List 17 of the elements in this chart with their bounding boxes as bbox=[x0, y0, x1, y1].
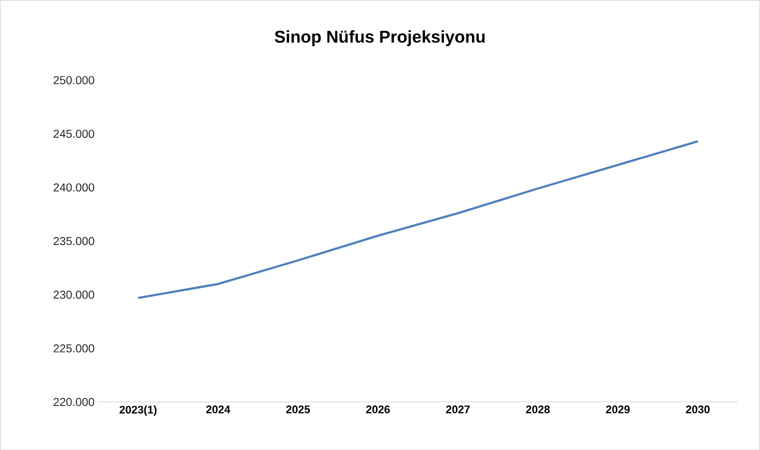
y-tick-label: 240.000 bbox=[54, 183, 94, 192]
y-tick-label: 220.000 bbox=[54, 398, 94, 406]
x-tick-label: 2027 bbox=[446, 405, 470, 414]
y-tick-label: 250.000 bbox=[54, 76, 94, 84]
x-tick-label: 2030 bbox=[686, 405, 710, 414]
x-tick-label: 2029 bbox=[606, 405, 630, 414]
x-tick-label: 2024 bbox=[206, 405, 230, 414]
line-series bbox=[137, 140, 699, 299]
chart-title: Sinop Nüfus Projeksiyonu bbox=[274, 30, 485, 46]
x-tick-label: 2026 bbox=[366, 405, 390, 414]
y-tick-label: 245.000 bbox=[54, 130, 94, 138]
x-tick-label: 2028 bbox=[526, 405, 550, 414]
y-tick-label: 230.000 bbox=[54, 290, 94, 299]
x-tick-label: 2025 bbox=[286, 405, 310, 414]
y-tick-label: 235.000 bbox=[54, 236, 94, 246]
y-tick-label: 225.000 bbox=[54, 344, 94, 352]
x-tick-label: 2023(1) bbox=[120, 405, 157, 416]
